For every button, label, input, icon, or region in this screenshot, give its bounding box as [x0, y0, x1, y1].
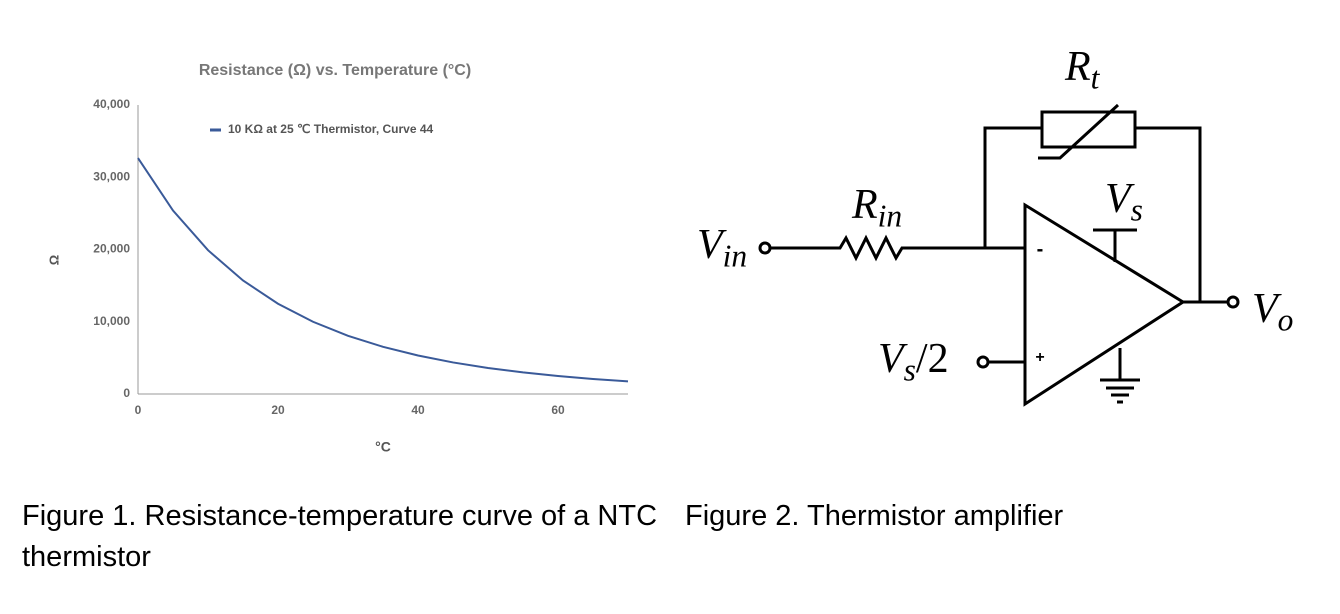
x-axis-label: °C — [375, 439, 391, 455]
math-label: Vs/2 — [878, 336, 949, 387]
caption: Figure 2. Thermistor amplifier — [685, 500, 1064, 532]
data-line — [137, 157, 629, 383]
label-main: V — [697, 222, 727, 268]
math-label: Rin — [851, 182, 902, 233]
x-tick-label: 0 — [135, 403, 142, 417]
math-label: Vin — [697, 222, 747, 273]
label-after: /2 — [916, 336, 949, 382]
math-label: Vo — [1252, 286, 1293, 337]
y-tick-label: 30,000 — [93, 169, 130, 183]
label-sub: t — [1091, 60, 1101, 95]
label-sub: in — [878, 198, 903, 233]
x-tick-label: 20 — [271, 403, 285, 417]
supply-wire — [1093, 228, 1137, 262]
label-sub: in — [723, 238, 748, 273]
x-tick-label: 40 — [411, 403, 425, 417]
label-sub: o — [1278, 302, 1294, 337]
terminal — [976, 355, 990, 369]
label-main: V — [878, 336, 908, 382]
math-label: Rt — [1064, 44, 1101, 95]
math-label: Vs — [1105, 176, 1143, 227]
op-amp — [1023, 202, 1186, 407]
legend-label: 10 KΩ at 25 ℃ Thermistor, Curve 44 — [228, 122, 434, 136]
thermistor-arrow — [1038, 103, 1120, 160]
y-tick-label: 40,000 — [93, 97, 130, 111]
x-tick-label: 60 — [551, 403, 565, 417]
chart-title: Resistance (Ω) vs. Temperature (°C) — [199, 62, 471, 79]
terminal — [1226, 295, 1240, 309]
y-tick-label: 20,000 — [93, 242, 130, 256]
input-resistor — [770, 234, 1025, 262]
y-tick-label: 0 — [123, 386, 130, 400]
feedback-wire — [983, 126, 1228, 304]
y-axis-label: Ω — [46, 255, 61, 265]
label-main: R — [851, 182, 878, 228]
thermistor — [1040, 110, 1137, 149]
caption: Figure 1. Resistance-temperature curve o… — [22, 500, 658, 573]
minus-sign: - — [1037, 238, 1044, 260]
terminal — [758, 241, 772, 255]
label-sub: s — [904, 352, 916, 387]
label-main: R — [1064, 44, 1091, 90]
circuit: - + — [758, 103, 1240, 407]
plus-sign: + — [1035, 349, 1044, 366]
label-sub: s — [1131, 192, 1143, 227]
ground — [1100, 348, 1140, 404]
label-main: V — [1252, 286, 1282, 332]
label-main: V — [1105, 176, 1135, 222]
chart: 0 10,000 20,000 30,000 40,000 0 20 40 60 10 KΩ at… — [93, 97, 629, 417]
y-tick-label: 10,000 — [93, 314, 130, 328]
